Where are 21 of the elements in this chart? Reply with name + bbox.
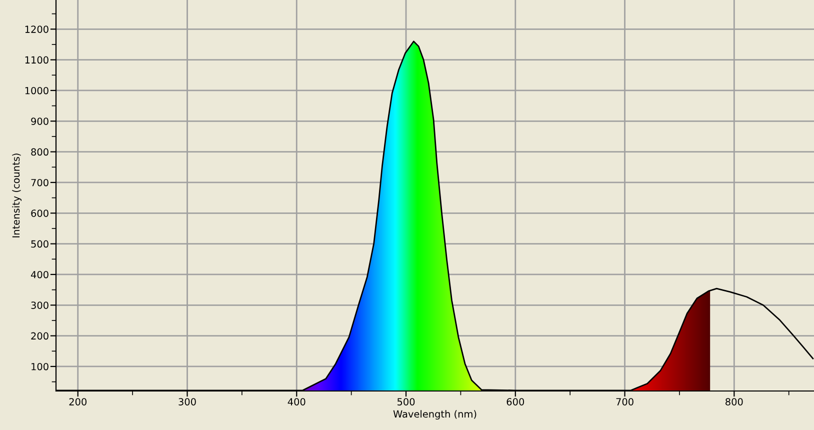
x-tick-label: 800 [726, 398, 743, 406]
y-tick-label: 500 [31, 240, 48, 248]
y-tick-label: 1000 [25, 86, 48, 94]
x-tick-label: 600 [506, 398, 524, 406]
y-tick-label: 1200 [25, 26, 48, 33]
y-tick-label: 800 [31, 148, 48, 156]
y-tick-label: 900 [31, 118, 48, 125]
y-axis-title: Intensity (counts) [12, 154, 22, 238]
y-tick-label: 700 [31, 178, 48, 186]
y-tick-label: 200 [31, 332, 48, 340]
y-tick-label: 100 [32, 362, 48, 370]
y-tick-label: 600 [31, 210, 48, 217]
x-tick-label: 300 [178, 398, 196, 406]
x-tick-label: 500 [397, 398, 415, 406]
y-tick-label: 1100 [25, 56, 48, 64]
x-axis-title: Wavelength (nm) [393, 410, 476, 420]
y-tick-label: 300 [31, 302, 48, 309]
x-tick-label: 400 [288, 398, 306, 406]
x-tick-label: 700 [616, 398, 634, 406]
x-tick-label: 200 [69, 398, 87, 406]
y-tick-label: 400 [30, 270, 48, 278]
